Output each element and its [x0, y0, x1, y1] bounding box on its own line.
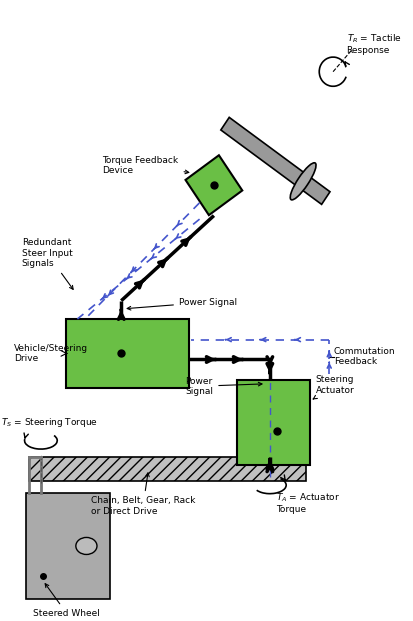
Text: Chain, Belt, Gear, Rack
or Direct Drive: Chain, Belt, Gear, Rack or Direct Drive — [91, 473, 195, 515]
Text: Torque Feedback
Device: Torque Feedback Device — [102, 156, 189, 175]
Bar — [29, 457, 306, 481]
Text: Vehicle/Steering
Drive: Vehicle/Steering Drive — [14, 343, 88, 363]
Ellipse shape — [76, 537, 97, 555]
Text: Steered Wheel: Steered Wheel — [33, 584, 100, 618]
Text: Commutation
Feedback: Commutation Feedback — [334, 347, 396, 366]
Bar — [26, 493, 110, 599]
Bar — [66, 319, 189, 388]
Ellipse shape — [290, 163, 316, 200]
Text: Redundant
Steer Input
Signals: Redundant Steer Input Signals — [21, 238, 73, 289]
Text: $T_A$ = Actuator
Torque: $T_A$ = Actuator Torque — [275, 491, 339, 514]
Text: $T_S$ = Steering Torque: $T_S$ = Steering Torque — [0, 416, 97, 429]
Text: Power Signal: Power Signal — [127, 298, 237, 310]
Polygon shape — [185, 155, 242, 215]
Text: $T_R$ = Tactile
Response: $T_R$ = Tactile Response — [347, 32, 401, 55]
Text: Power
Signal: Power Signal — [185, 376, 262, 396]
Text: Steering
Actuator: Steering Actuator — [313, 375, 354, 399]
Bar — [237, 380, 310, 465]
Polygon shape — [221, 117, 330, 204]
